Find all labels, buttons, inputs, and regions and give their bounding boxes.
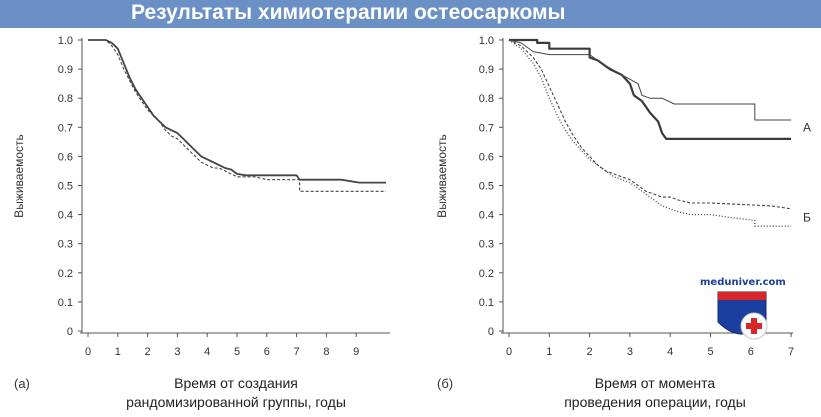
- x-tick-label: 5: [234, 346, 240, 358]
- panel-a: 0 0.1 0.2 0.3 0.4 0.5 0.6 0.7 0.8 0.9 1.0 0 1 2 3 4 5 6 7 8…: [12, 35, 390, 410]
- panel-label: (б): [437, 376, 453, 391]
- y-axis-label: Выживаемость: [12, 134, 26, 218]
- y-tick-label: 0.9: [58, 64, 73, 76]
- series-line-dashed: [508, 39, 792, 210]
- y-tick-label: 0.7: [58, 122, 73, 134]
- logo-text: meduniver.com: [700, 277, 786, 288]
- panel-label: (а): [14, 376, 30, 391]
- y-tick-label: 0.4: [58, 210, 73, 222]
- x-tick-label: 0: [85, 346, 91, 358]
- y-tick-label: 0.6: [58, 151, 73, 163]
- y-tick-label: 0.3: [58, 239, 73, 251]
- y-axis-label: Выживаемость: [435, 134, 449, 218]
- y-tick-label: 1.0: [479, 35, 494, 47]
- x-axis-label-line: проведения операции, годы: [564, 394, 746, 410]
- y-tick-label: 0.7: [479, 122, 494, 134]
- y-tick-label: 1.0: [58, 35, 73, 47]
- series-line-solid-thin: [508, 39, 792, 121]
- y-tick-label: 0.2: [58, 268, 73, 280]
- y-tick-label: 0.8: [58, 93, 73, 105]
- page-title: Результаты химиотерапии остеосаркомы: [131, 1, 566, 24]
- y-tick-label: 0.6: [479, 151, 494, 163]
- logo-shield: [717, 291, 768, 340]
- x-tick-label: 1: [115, 346, 121, 358]
- x-axis-label-line: Время от момента: [595, 375, 716, 391]
- panel-b: 0 0.1 0.2 0.3 0.4 0.5 0.6 0.7 0.8 0.9 1.0 0 1 2 3 4 5 6 7 В…: [435, 35, 811, 410]
- y-tick-label: 0.5: [58, 181, 73, 193]
- x-tick-label: 0: [506, 346, 512, 358]
- annotation-b: Б: [803, 211, 811, 225]
- annotation-a: А: [803, 120, 811, 134]
- logo-shield-band: [718, 292, 766, 300]
- x-tick-label: 4: [667, 346, 673, 358]
- x-axis-label-line: рандомизированной группы, годы: [126, 394, 346, 410]
- y-tick-label: 0.4: [479, 210, 494, 222]
- x-tick-label: 5: [707, 346, 713, 358]
- x-axis-label-line: Время от создания: [174, 375, 298, 391]
- y-tick-label: 0.1: [479, 297, 494, 309]
- y-tick-label: 0: [67, 326, 73, 338]
- y-tick-label: 0.3: [479, 239, 494, 251]
- x-tick-label: 2: [587, 346, 593, 358]
- series-line-solid: [88, 39, 386, 184]
- series-line-dashed: [88, 39, 386, 192]
- x-tick-label: 8: [323, 346, 329, 358]
- y-tick-label: 0.5: [479, 181, 494, 193]
- y-tick-label: 0.9: [479, 64, 494, 76]
- x-tick-label: 2: [145, 346, 151, 358]
- x-tick-label: 6: [748, 346, 754, 358]
- x-tick-label: 4: [204, 346, 210, 358]
- series-line-dotted: [508, 39, 792, 227]
- x-tick-label: 3: [627, 346, 633, 358]
- x-tick-label: 7: [788, 346, 794, 358]
- y-tick-label: 0: [488, 326, 494, 338]
- y-tick-label: 0.2: [479, 268, 494, 280]
- y-tick-label: 0.1: [58, 297, 73, 309]
- x-tick-label: 3: [174, 346, 180, 358]
- logo-cross-horizontal: [746, 323, 762, 329]
- x-tick-label: 7: [294, 346, 300, 358]
- title-bar: [0, 0, 821, 28]
- x-tick-label: 9: [353, 346, 359, 358]
- y-tick-label: 0.8: [479, 93, 494, 105]
- x-tick-label: 1: [546, 346, 552, 358]
- x-tick-label: 6: [264, 346, 270, 358]
